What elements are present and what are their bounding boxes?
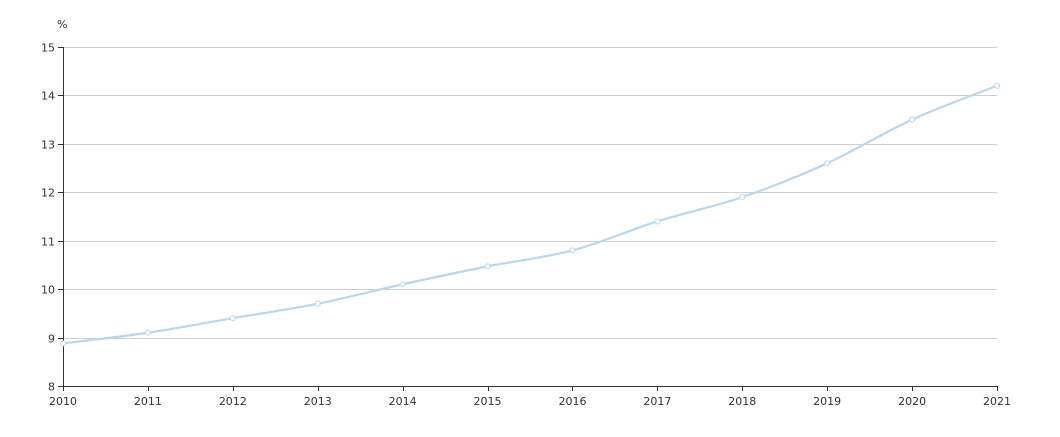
y-tick-label: 11: [41, 236, 55, 249]
data-point[interactable]: [60, 340, 66, 347]
x-tick-label: 2015: [474, 395, 502, 408]
data-points: [60, 82, 1000, 347]
x-tick-label: 2013: [304, 395, 332, 408]
x-tick-label: 2011: [134, 395, 162, 408]
data-point[interactable]: [229, 315, 236, 322]
x-tick-label: 2012: [219, 395, 247, 408]
y-tick-label: 14: [41, 90, 55, 103]
data-point[interactable]: [994, 82, 1000, 89]
axes: [58, 47, 998, 391]
y-tick-label: 10: [41, 284, 55, 297]
data-point[interactable]: [739, 194, 746, 201]
data-point[interactable]: [144, 329, 151, 336]
x-tick-label: 2020: [898, 395, 926, 408]
data-point[interactable]: [484, 263, 491, 270]
data-point[interactable]: [824, 160, 831, 167]
data-point[interactable]: [909, 116, 916, 123]
x-tick-label: 2017: [643, 395, 671, 408]
y-tick-label: 15: [41, 42, 55, 55]
x-tick-label: 2018: [728, 395, 756, 408]
data-point[interactable]: [654, 218, 661, 225]
data-point[interactable]: [314, 300, 321, 307]
grid-lines: [63, 47, 997, 339]
y-tick-label: 12: [41, 187, 55, 200]
y-tick-label: 13: [41, 139, 55, 152]
x-tick-label: 2010: [49, 395, 77, 408]
x-tick-label: 2019: [813, 395, 841, 408]
y-tick-label: 9: [48, 333, 55, 346]
series-layer: [61, 84, 999, 345]
y-axis-unit-label: %: [57, 18, 67, 31]
series-line: [61, 84, 999, 345]
x-tick-label: 2014: [389, 395, 417, 408]
data-point[interactable]: [399, 281, 406, 288]
tick-labels: 8 9 10 11 12 13 14 15 2010 2011 2012 2013 2014 2015 20…: [41, 42, 1011, 409]
data-point[interactable]: [569, 247, 576, 254]
y-tick-label: 8: [48, 381, 55, 394]
x-tick-label: 2021: [983, 395, 1011, 408]
x-tick-label: 2016: [558, 395, 586, 408]
